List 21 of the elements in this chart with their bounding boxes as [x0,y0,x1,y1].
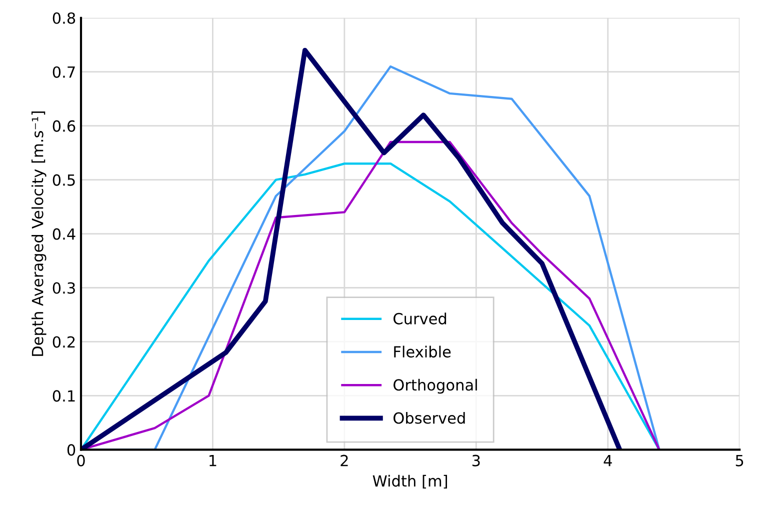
y-tick-label: 0.4 [52,228,76,240]
legend-label: Orthogonal [394,378,477,394]
x-tick-label: 1 [210,455,216,466]
y-tick-label: 0.1 [52,390,75,402]
y-tick-label: 0 [67,444,76,456]
y-tick-label: 0.3 [52,282,75,294]
y-tick-label: 0.2 [52,336,75,348]
legend-label: Observed [394,412,465,424]
y-tick-label: 0.6 [52,120,76,132]
legend-label: Curved [394,312,446,324]
x-tick-label: 4 [604,455,612,466]
y-tick-label: 0.5 [52,174,75,186]
y-axis-title: Depth Averaged Velocity [m.s⁻¹] [32,111,46,356]
y-tick-label: 0.7 [52,66,75,78]
x-tick-label: 2 [340,454,348,466]
y-tick-label: 0.8 [52,12,76,24]
legend-label: Flexible [394,346,451,358]
x-tick-label: 0 [77,454,85,466]
x-tick-label: 5 [736,455,744,466]
x-axis-title: Width [m] [372,474,447,489]
x-tick-label: 3 [472,454,480,466]
